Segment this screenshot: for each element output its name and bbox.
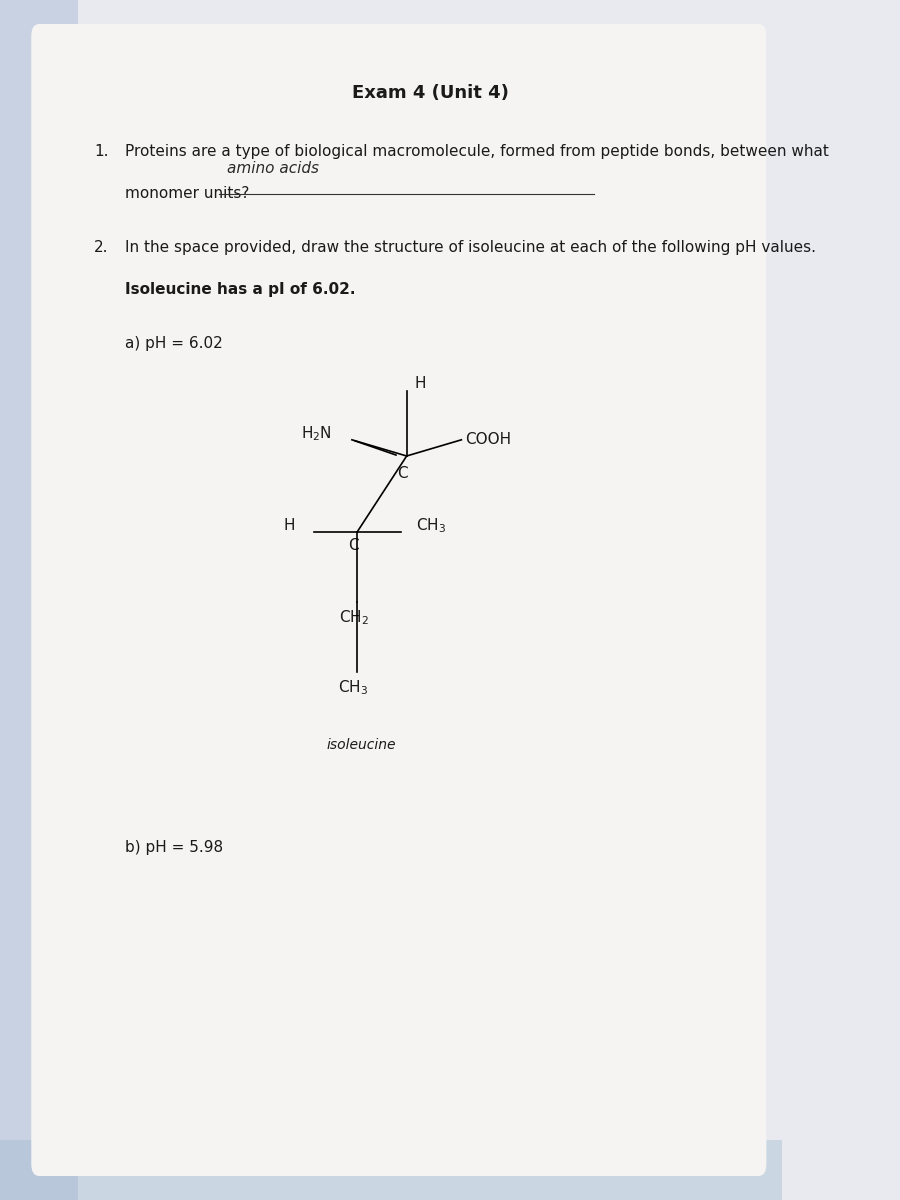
Text: amino acids: amino acids [227, 162, 319, 176]
Text: isoleucine: isoleucine [326, 738, 396, 752]
Text: 2.: 2. [94, 240, 108, 254]
Text: CH$_3$: CH$_3$ [338, 678, 368, 697]
Text: C: C [348, 538, 359, 552]
Text: b) pH = 5.98: b) pH = 5.98 [125, 840, 223, 854]
FancyBboxPatch shape [0, 1140, 782, 1200]
FancyBboxPatch shape [32, 24, 767, 1176]
Text: COOH: COOH [465, 432, 511, 448]
Text: H: H [284, 518, 295, 533]
Text: a) pH = 6.02: a) pH = 6.02 [125, 336, 223, 350]
FancyBboxPatch shape [0, 0, 78, 1200]
Text: CH$_2$: CH$_2$ [338, 607, 368, 626]
Text: Isoleucine has a pI of 6.02.: Isoleucine has a pI of 6.02. [125, 282, 356, 296]
Text: Exam 4 (Unit 4): Exam 4 (Unit 4) [352, 84, 508, 102]
Text: H$_2$N: H$_2$N [302, 425, 332, 443]
Text: In the space provided, draw the structure of isoleucine at each of the following: In the space provided, draw the structur… [125, 240, 816, 254]
Text: H: H [415, 376, 426, 391]
Text: CH$_3$: CH$_3$ [416, 516, 446, 535]
Text: 1.: 1. [94, 144, 108, 158]
Text: monomer units?: monomer units? [125, 186, 249, 200]
Text: Proteins are a type of biological macromolecule, formed from peptide bonds, betw: Proteins are a type of biological macrom… [125, 144, 829, 158]
Text: C: C [398, 466, 408, 480]
